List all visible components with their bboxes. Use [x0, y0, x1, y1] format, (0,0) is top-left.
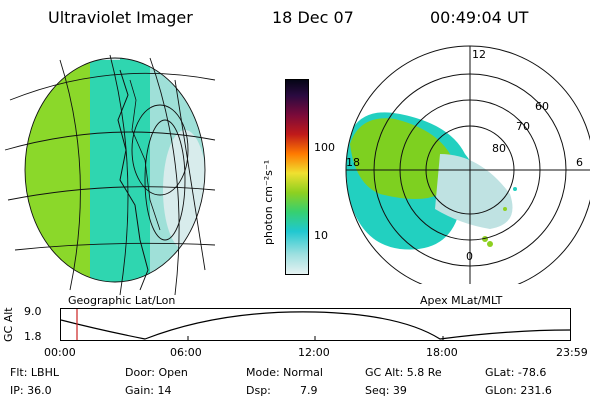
coastline — [117, 69, 149, 291]
colorbar-unit-label: photon cm⁻²s⁻¹ — [262, 159, 275, 245]
info-glat: GLat: -78.6 — [485, 366, 547, 379]
polar-caption: Apex MLat/MLT — [420, 294, 503, 307]
polar-map: 12 18 6 0 60 70 80 — [345, 45, 590, 284]
alt-xtick-1800: 18:00 — [426, 346, 458, 359]
alt-strip-ylabel: GC Alt — [2, 307, 15, 342]
mlat-label-60: 60 — [535, 100, 549, 113]
date-label: 18 Dec 07 — [272, 8, 354, 27]
colorbar — [285, 79, 309, 275]
info-gcalt: GC Alt: 5.8 Re — [365, 366, 442, 379]
alt-xtick-0600: 06:00 — [170, 346, 202, 359]
alt-tick-top: 9.0 — [24, 305, 42, 318]
colorbar-tick-100: 100 — [314, 141, 335, 154]
polar-grid — [345, 45, 590, 284]
time-label: 00:49:04 UT — [430, 8, 529, 27]
info-dsp-value: 7.9 — [300, 384, 318, 397]
app-title: Ultraviolet Imager — [48, 8, 193, 27]
info-ip: IP: 36.0 — [10, 384, 52, 397]
coastline-secondary — [129, 79, 161, 231]
info-dsp-label: Dsp: — [246, 384, 271, 397]
mlt-label-0: 0 — [466, 250, 473, 263]
mlat-label-70: 70 — [516, 120, 530, 133]
alt-xtick-0000: 00:00 — [44, 346, 76, 359]
geographic-caption: Geographic Lat/Lon — [68, 294, 176, 307]
alt-xtick-1200: 12:00 — [298, 346, 330, 359]
altitude-curve — [60, 311, 571, 340]
alt-tick-bottom: 1.8 — [24, 330, 42, 343]
info-glon: GLon: 231.6 — [485, 384, 552, 397]
info-door: Door: Open — [125, 366, 188, 379]
info-mode: Mode: Normal — [246, 366, 323, 379]
info-gain: Gain: 14 — [125, 384, 172, 397]
polar-emission-image — [346, 112, 517, 250]
geographic-emission-image — [25, 58, 205, 282]
info-seq: Seq: 39 — [365, 384, 407, 397]
mlt-label-18: 18 — [346, 156, 360, 169]
mlt-label-12: 12 — [472, 48, 486, 61]
alt-xtick-2359: 23:59 — [556, 346, 588, 359]
mlt-label-6: 6 — [576, 156, 583, 169]
graticule — [4, 54, 216, 296]
geographic-map — [4, 54, 216, 296]
colorbar-tick-10: 10 — [314, 229, 328, 242]
mlat-label-80: 80 — [492, 142, 506, 155]
info-flt: Flt: LBHL — [10, 366, 59, 379]
altitude-strip-plot — [60, 308, 571, 341]
